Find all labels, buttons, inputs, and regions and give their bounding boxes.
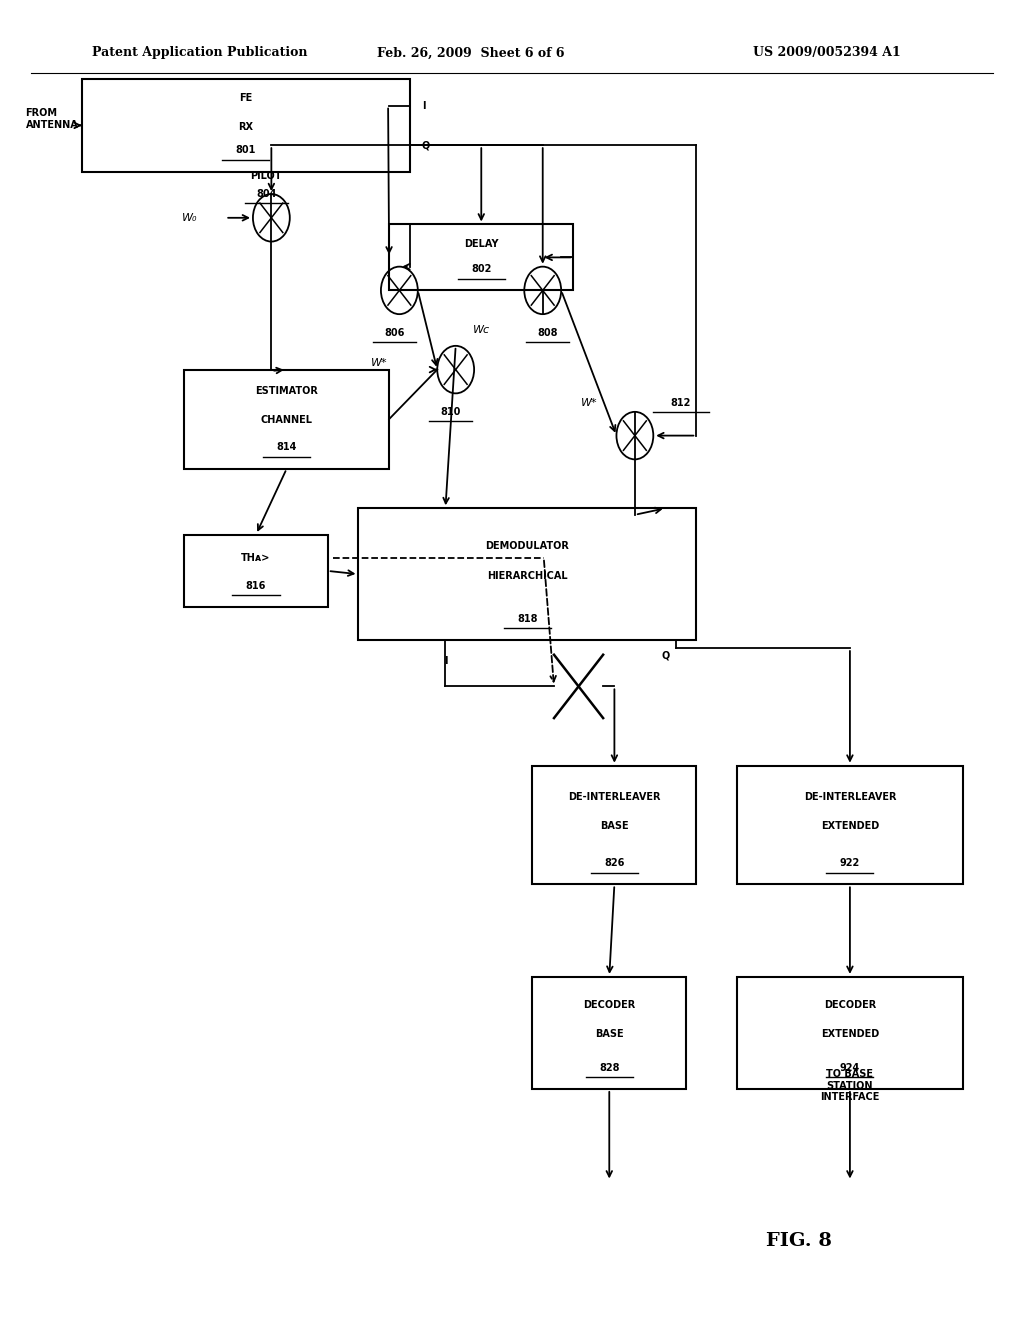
Bar <box>532 977 686 1089</box>
Bar <box>184 370 389 469</box>
Bar <box>82 79 410 172</box>
Text: 814: 814 <box>276 442 297 453</box>
Text: DELAY: DELAY <box>464 239 499 249</box>
Bar <box>737 766 963 884</box>
Text: Q: Q <box>662 651 670 661</box>
Text: FROM
ANTENNA: FROM ANTENNA <box>26 108 79 129</box>
Text: BASE: BASE <box>595 1030 624 1039</box>
Bar <box>358 508 696 640</box>
Text: W*: W* <box>371 358 387 368</box>
Text: DECODER: DECODER <box>583 1001 636 1010</box>
Text: BASE: BASE <box>600 821 629 832</box>
Text: 806: 806 <box>384 327 404 338</box>
Text: DEMODULATOR: DEMODULATOR <box>485 541 569 552</box>
Text: 924: 924 <box>840 1063 860 1073</box>
Text: 816: 816 <box>246 581 266 591</box>
Text: 808: 808 <box>538 327 558 338</box>
Text: Patent Application Publication: Patent Application Publication <box>92 46 307 59</box>
Text: W₀: W₀ <box>181 213 198 223</box>
Text: US 2009/0052394 A1: US 2009/0052394 A1 <box>754 46 901 59</box>
Text: 922: 922 <box>840 858 860 869</box>
Text: FIG. 8: FIG. 8 <box>766 1232 831 1250</box>
Text: Feb. 26, 2009  Sheet 6 of 6: Feb. 26, 2009 Sheet 6 of 6 <box>377 46 565 59</box>
Text: 810: 810 <box>440 407 461 417</box>
Text: CHANNEL: CHANNEL <box>261 416 312 425</box>
Bar <box>737 977 963 1089</box>
Text: 828: 828 <box>599 1063 620 1073</box>
Text: Wᴄ: Wᴄ <box>473 325 489 335</box>
Text: Q: Q <box>422 140 430 150</box>
Text: 801: 801 <box>236 145 256 156</box>
Text: EXTENDED: EXTENDED <box>821 821 879 832</box>
Text: DECODER: DECODER <box>823 1001 877 1010</box>
Text: ESTIMATOR: ESTIMATOR <box>255 387 318 396</box>
Bar <box>389 224 573 290</box>
Text: DE-INTERLEAVER: DE-INTERLEAVER <box>568 792 660 803</box>
Text: 804: 804 <box>256 189 276 199</box>
Text: I: I <box>422 100 425 111</box>
Text: I: I <box>443 656 447 667</box>
Text: THᴀ>: THᴀ> <box>242 553 270 562</box>
Text: RX: RX <box>239 121 253 132</box>
Text: TO BASE
STATION
INTERFACE: TO BASE STATION INTERFACE <box>820 1069 880 1102</box>
Text: DE-INTERLEAVER: DE-INTERLEAVER <box>804 792 896 803</box>
Text: EXTENDED: EXTENDED <box>821 1030 879 1039</box>
Text: FE: FE <box>240 92 252 103</box>
Text: 812: 812 <box>671 397 691 408</box>
Text: HIERARCHICAL: HIERARCHICAL <box>487 570 567 581</box>
Text: 826: 826 <box>604 858 625 869</box>
Bar <box>532 766 696 884</box>
Text: W*: W* <box>581 397 597 408</box>
Bar <box>184 535 328 607</box>
Text: 818: 818 <box>517 614 538 624</box>
Text: 802: 802 <box>471 264 492 275</box>
Text: PILOT: PILOT <box>251 170 282 181</box>
